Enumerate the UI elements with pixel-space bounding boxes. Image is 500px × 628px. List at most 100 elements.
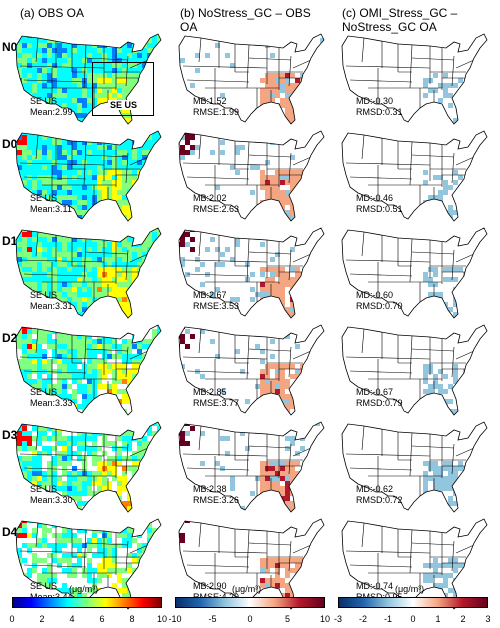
colorbar-tick-label: 2 [460,614,466,624]
colorbar-tick-label: 4 [69,614,75,624]
region-label: SE US [30,96,58,106]
us-outline [178,421,325,513]
colorbar-tick-label: 10 [156,614,168,624]
mean-difference-value: MD:-0.74 [356,581,394,591]
diff-panel [175,319,325,419]
colorbar-unit: (μg/m³) [232,584,262,594]
colorbar-tick-label: 0 [247,614,253,624]
mean-bias-value: MB:1.52 [193,96,227,106]
region-label: SE US [30,581,58,591]
obs-panel [12,222,162,322]
colorbar-tick-label: 6 [99,614,105,624]
region-label: SE US [30,387,58,397]
column-title-stress-minus-nostress: (c) OMI_Stress_GC – NoStress_GC OA [342,6,458,34]
colorbar-tick-label: 5 [284,614,291,624]
mean-value: Mean:3.30 [30,495,73,505]
stress-panel [338,319,488,419]
rmsd-value: RMSD:0.51 [356,204,403,214]
colorbar-tick-label: 10 [319,614,331,624]
mean-bias-value: MB:2.85 [193,387,227,397]
stress-panel [338,28,488,128]
mean-difference-value: MD:-0.46 [356,193,394,203]
us-outline [15,130,162,222]
colorbar [175,597,325,608]
obs-map [15,227,162,319]
row-label: D4 [2,525,18,539]
mean-bias-value: MB:2.02 [193,193,227,203]
us-outline [178,130,325,222]
row-label: D1 [2,234,18,248]
row-label: N0 [2,40,18,54]
colorbar-tick-label: -5 [208,614,217,624]
obs-map [15,130,162,222]
mean-difference-value: MD:-0.60 [356,290,394,300]
diff-panel [175,28,325,128]
rmsd-value: RMSD:0.70 [356,301,403,311]
colorbar-tick-label: 1 [435,614,441,624]
obs-panel [12,28,162,128]
mean-bias-value: MB:2.38 [193,484,227,494]
colorbar-tick-label: 2 [39,614,45,624]
mean-difference-value: MD:-0.67 [356,387,394,397]
us-outline [341,227,488,319]
colorbar-tick-label: -2 [358,614,368,624]
us-outline [15,33,162,125]
diff-map [178,518,325,610]
obs-map [15,33,162,125]
us-outline [15,227,162,319]
rmse-value: RMSE:2.63 [193,204,240,214]
us-outline [341,421,488,513]
stress-map [341,324,488,416]
diff-map [178,421,325,513]
colorbar [338,597,488,608]
colorbar-tick-label: 3 [485,614,491,624]
diff-panel [175,416,325,516]
mean-difference-value: MD:-0.30 [356,96,394,106]
stress-panel [338,125,488,225]
obs-panel [12,416,162,516]
rmse-value: RMSE:3.26 [193,495,240,505]
region-label: SE US [30,193,58,203]
colorbar-tick-label: -1 [383,614,393,624]
stress-panel [338,416,488,516]
row-label: D0 [2,137,18,151]
us-outline [15,421,162,513]
rmse-value: RMSE:1.99 [193,107,240,117]
rmse-value: RMSE:3.53 [193,301,240,311]
mean-bias-value: MB:2.90 [193,581,227,591]
us-outline [178,324,325,416]
diff-map [178,130,325,222]
diff-map [178,324,325,416]
diff-map [178,227,325,319]
colorbar-unit: (μg/m³) [69,584,99,594]
region-label: SE US [30,484,58,494]
diff-panel [175,125,325,225]
mean-value: Mean:3.33 [30,398,73,408]
mean-value: Mean:2.99 [30,107,73,117]
diff-panel [175,513,325,613]
colorbar-tick-label: 0 [410,614,416,624]
se-us-box-label: SE US [108,100,140,110]
colorbar-tick-label: -3 [333,614,343,624]
colorbar-unit: (μg/m³) [395,584,425,594]
us-outline [341,324,488,416]
stress-map [341,227,488,319]
colorbar [12,597,162,608]
us-outline [341,130,488,222]
stress-map [341,421,488,513]
diff-map [178,33,325,125]
stress-map [341,33,488,125]
mean-difference-value: MD:-0.62 [356,484,394,494]
obs-map [15,421,162,513]
obs-panel [12,125,162,225]
stress-panel [338,222,488,322]
us-outline [178,227,325,319]
mean-value: Mean:3.11 [30,204,72,214]
mean-value: Mean:3.31 [30,301,73,311]
rmse-value: RMSE:3.77 [193,398,240,408]
colorbar-tick-label: 0 [9,614,15,624]
stress-map [341,130,488,222]
rmsd-value: RMSD:0.79 [356,398,403,408]
column-title-obs: (a) OBS OA [20,6,85,20]
mean-bias-value: MB:2.67 [193,290,227,300]
